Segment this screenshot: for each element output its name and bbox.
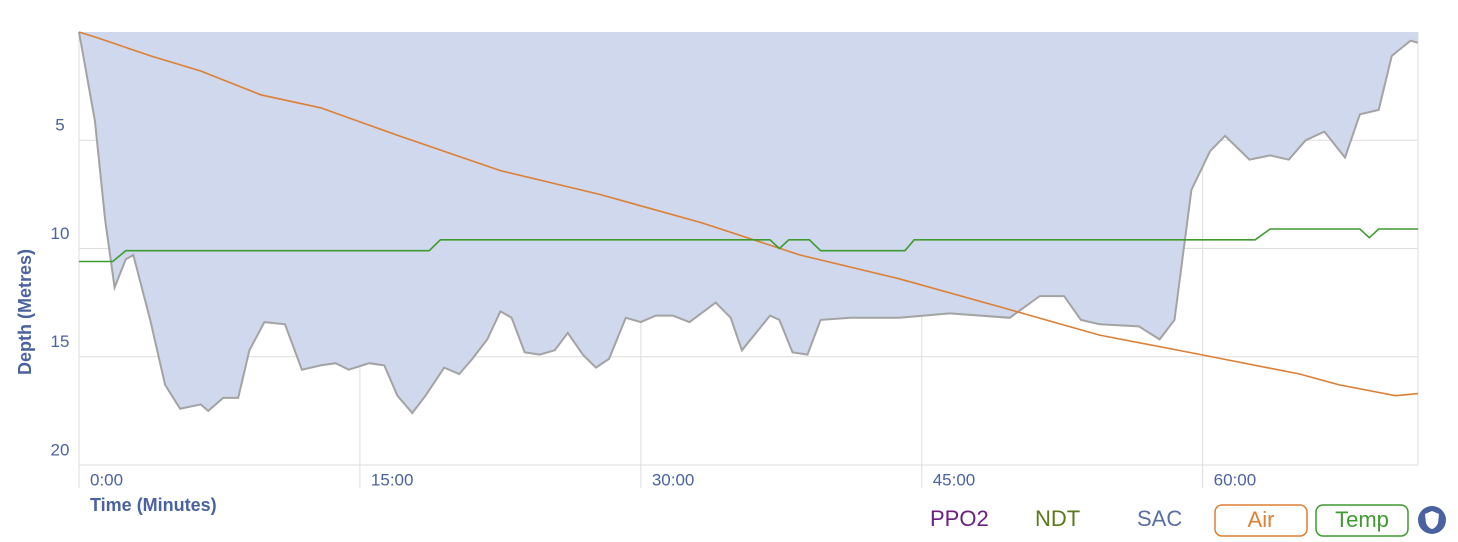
depth-line: [78, 31, 1419, 415]
y-tick-label: 5: [55, 116, 64, 135]
x-tick-label: 15:00: [371, 470, 414, 489]
depth-area: [79, 32, 1418, 413]
series-line: [78, 31, 1419, 397]
legend-toggle[interactable]: Air: [1214, 504, 1308, 537]
y-tick-label: 10: [51, 224, 70, 243]
legend-item: Air: [1248, 507, 1275, 532]
legend-item: NDT: [1035, 506, 1080, 531]
y-tick-label: 20: [51, 440, 70, 459]
icon-shape: [1425, 511, 1439, 529]
y-axis-label: Depth (Metres): [15, 249, 35, 375]
x-tick-label: 45:00: [933, 470, 976, 489]
shield-icon[interactable]: [1418, 506, 1446, 534]
x-tick-label: 30:00: [652, 470, 695, 489]
legend-box: [1315, 504, 1409, 537]
y-tick-label: 15: [51, 332, 70, 351]
legend-item: PPO2: [930, 506, 989, 531]
legend-item: SAC: [1137, 506, 1182, 531]
x-tick-label: 60:00: [1214, 470, 1257, 489]
series-line: [79, 228, 1418, 263]
x-axis-label: Time (Minutes): [90, 495, 217, 515]
legend-item: Temp: [1335, 507, 1389, 532]
x-tick-label: 0:00: [90, 470, 123, 489]
legend-box: [1214, 504, 1308, 537]
legend-toggle[interactable]: Temp: [1315, 504, 1409, 537]
